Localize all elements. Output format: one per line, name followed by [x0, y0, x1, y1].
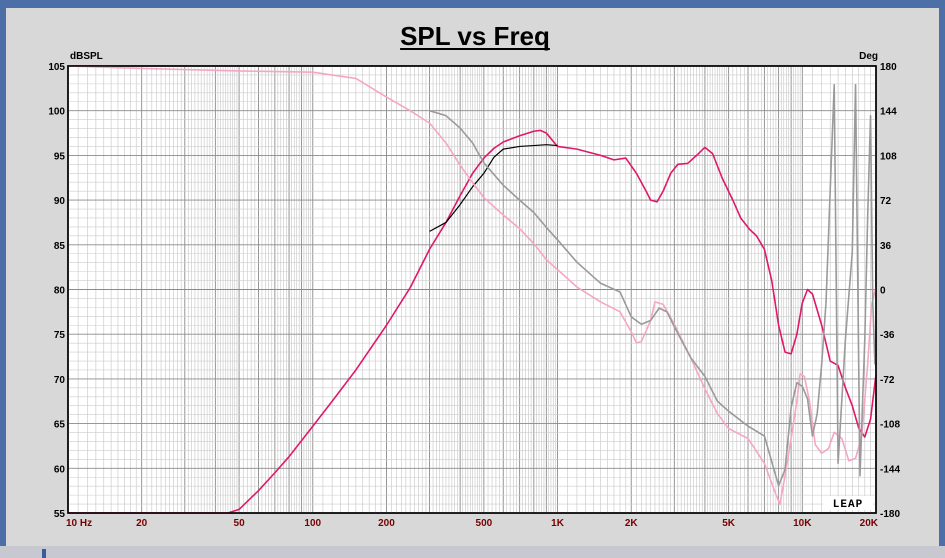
y-tick-label: 95 [54, 151, 66, 162]
x-tick-label: 5K [722, 518, 736, 529]
y2-tick-label: -36 [880, 330, 895, 341]
grid-lines [68, 65, 876, 514]
y-tick-label: 70 [54, 375, 66, 386]
y2-tick-label: -108 [880, 420, 900, 431]
y-tick-label: 80 [54, 286, 66, 297]
x-tick-label: 50 [234, 518, 246, 529]
watermark: LEAP [833, 499, 863, 511]
y-tick-label: 60 [54, 464, 66, 475]
right-axis-unit: Deg [859, 51, 878, 62]
left-axis-unit: dBSPL [70, 51, 103, 62]
y2-tick-label: 108 [880, 151, 897, 162]
y2-tick-label: 144 [880, 107, 897, 118]
series-line-4 [429, 83, 877, 487]
y-tick-label: 105 [48, 62, 65, 73]
tick-labels: 10 Hz 20 50 100 200 500 1K 2K 5K 10K 20K 105 100 95 90… [48, 62, 900, 529]
x-tick-label: 20K [860, 518, 879, 529]
y-tick-label: 75 [54, 330, 66, 341]
y-tick-label: 90 [54, 196, 66, 207]
x-tick-label: 1K [551, 518, 565, 529]
plot-border [67, 65, 877, 514]
chart-title: SPL vs Freq [400, 21, 550, 51]
x-tick-label: 2K [625, 518, 639, 529]
x-tick-label: 200 [378, 518, 395, 529]
y2-tick-label: 72 [880, 196, 892, 207]
y2-tick-label: -144 [880, 464, 900, 475]
y2-tick-label: 0 [880, 286, 886, 297]
series-line-2 [429, 144, 558, 232]
series-layer [67, 65, 877, 514]
y-tick-label: 55 [54, 509, 66, 520]
series-line-1 [68, 129, 877, 514]
x-tick-label: 20 [136, 518, 148, 529]
y2-tick-label: 36 [880, 241, 892, 252]
watermark-bg [823, 496, 873, 510]
y-tick-label: 100 [48, 107, 65, 118]
y-tick-label: 85 [54, 241, 66, 252]
strip-tick [42, 549, 46, 558]
y2-tick-label: -180 [880, 509, 900, 520]
x-tick-label: 10 Hz [66, 518, 92, 529]
x-tick-label: 100 [304, 518, 321, 529]
y2-tick-label: 180 [880, 62, 897, 73]
x-tick-label: 500 [476, 518, 493, 529]
y-tick-label: 65 [54, 420, 66, 431]
bottom-strip [0, 546, 945, 558]
x-tick-label: 10K [793, 518, 812, 529]
y2-tick-label: -72 [880, 375, 895, 386]
